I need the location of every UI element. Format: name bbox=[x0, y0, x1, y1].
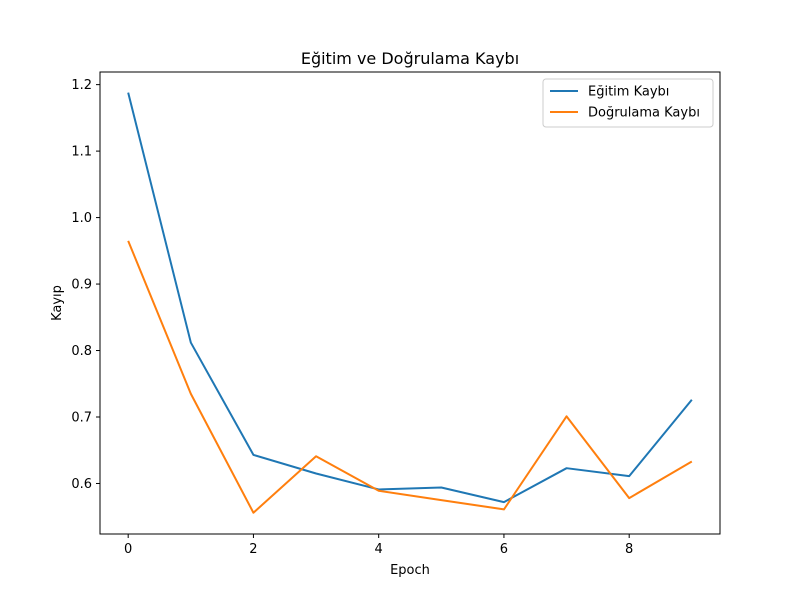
chart-title: Eğitim ve Doğrulama Kaybı bbox=[301, 49, 519, 68]
legend-box bbox=[542, 78, 714, 128]
x-tick-label: 6 bbox=[500, 542, 508, 557]
x-tick-label: 2 bbox=[249, 542, 257, 557]
x-axis: 0 2 4 6 8 bbox=[124, 534, 633, 557]
legend: Eğitim Kaybı Doğrulama Kaybı bbox=[542, 78, 714, 128]
y-tick-label: 1.2 bbox=[71, 78, 92, 93]
legend-label: Doğrulama Kaybı bbox=[588, 106, 700, 121]
y-tick-label: 0.9 bbox=[71, 278, 92, 293]
y-axis: 0.6 0.7 0.8 0.9 1.0 1.1 1.2 bbox=[71, 78, 100, 492]
plot-frame bbox=[99, 71, 721, 535]
x-tick-label: 0 bbox=[124, 542, 132, 557]
y-tick-label: 1.1 bbox=[71, 145, 92, 160]
y-tick-label: 0.7 bbox=[71, 411, 92, 426]
x-axis-label: Epoch bbox=[390, 563, 430, 578]
x-tick-label: 4 bbox=[375, 542, 383, 557]
series-layer bbox=[127, 92, 693, 514]
y-axis-label: Kayıp bbox=[50, 285, 65, 321]
y-tick-label: 0.6 bbox=[71, 477, 92, 492]
x-tick-label: 8 bbox=[625, 542, 633, 557]
legend-label: Eğitim Kaybı bbox=[588, 85, 669, 100]
y-tick-label: 0.8 bbox=[71, 344, 92, 359]
series-line-1 bbox=[127, 240, 693, 514]
series-line-0 bbox=[127, 92, 693, 504]
y-tick-label: 1.0 bbox=[71, 211, 92, 226]
